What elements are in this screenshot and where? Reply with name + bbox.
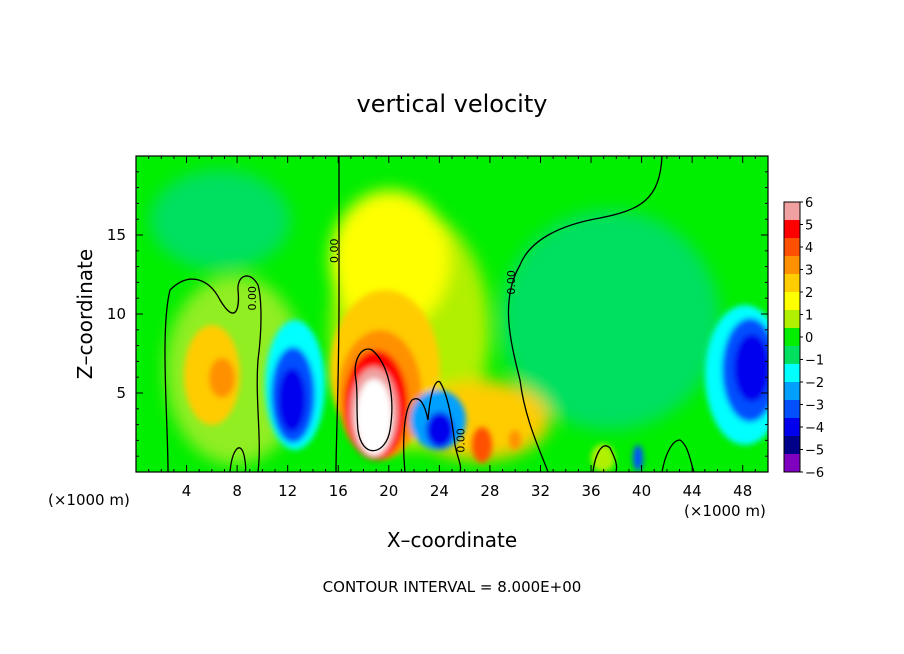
x-tick-label: 48 [733,482,752,500]
updraft-small [472,427,492,463]
x-tick-label: 44 [683,482,702,500]
colorbar-segment [784,292,800,311]
colorbar-tick-label: −4 [805,421,824,436]
x-unit-left: (×1000 m) [48,491,130,509]
colorbar-tick-label: 3 [805,264,813,279]
colorbar-segment [784,256,800,275]
colorbar-tick-label: 0 [805,331,813,346]
y-tick-label: 15 [107,226,126,244]
heatmap-weak-region [500,210,720,430]
downdraft-center-core [426,412,454,448]
x-tick-label: 12 [278,482,297,500]
contour-labels: 0.00 0.00 0.00 0.00 [246,239,518,453]
updraft-small [509,430,521,450]
colorbar-tick-label: −5 [805,444,824,459]
colorbar-segment [784,436,800,455]
x-axis: 4 8 12 16 20 24 28 32 36 40 44 48 [148,156,756,500]
colorbar-segment [784,382,800,401]
contour-label: 0.00 [328,239,341,263]
colorbar: 6 5 4 3 2 1 0 −1 −2 −3 −4 −5 −6 [783,196,824,481]
contour-line [229,447,247,472]
colorbar-segment [784,400,800,419]
colorbar-segment [784,220,800,239]
colorbar-tick-label: −6 [805,466,824,481]
updraft-core [356,379,392,455]
colorbar-segment [784,238,800,257]
colorbar-segment [784,328,800,347]
heatmap-weak-region [150,170,290,270]
contour-line [403,380,462,472]
contour-line [661,439,695,472]
x-tick-label: 20 [379,482,398,500]
colorbar-tick-label: −2 [805,376,824,391]
heatmap-weak-region [330,190,450,330]
contour-line [592,445,618,472]
colorbar-tick-label: 5 [805,219,813,234]
x-tick-label: 36 [581,482,600,500]
x-tick-label: 28 [480,482,499,500]
updraft-small [591,444,615,472]
x-tick-label: 4 [182,482,192,500]
x-unit-right: (×1000 m) [684,502,766,520]
colorbar-segment [784,364,800,383]
x-tick-label: 32 [531,482,550,500]
downdraft-left-core [278,368,306,432]
contour-interval-footer: CONTOUR INTERVAL = 8.000E+00 [323,578,582,596]
x-tick-label: 16 [329,482,348,500]
colorbar-tick-label: 2 [805,286,813,301]
colorbar-segment [784,418,800,437]
colorbar-segment [784,310,800,329]
colorbar-segment [784,202,800,221]
contour-line [354,348,393,452]
x-tick-label: 24 [430,482,449,500]
y-tick-label: 5 [116,384,126,402]
downdraft-small [633,445,643,471]
contour-line [507,156,663,472]
colorbar-tick-label: −3 [805,399,824,414]
contour-line [335,156,340,472]
colorbar-tick-label: 1 [805,309,813,324]
colorbar-segment [784,274,800,293]
colorbar-tick-label: 4 [805,241,813,256]
y-axis: 5 10 15 [107,171,768,457]
colorbar-tick-label: −1 [805,354,824,369]
contour-label: 0.00 [505,270,518,295]
colorbar-segment [784,454,800,473]
chart-title: vertical velocity [357,90,548,118]
colorbar-tick-label: 6 [805,196,813,211]
updraft-left-core [209,358,235,398]
x-tick-label: 40 [632,482,651,500]
contour-label: 0.00 [246,286,259,311]
heatmap-field: 0.00 0.00 0.00 0.00 [136,156,768,472]
x-axis-label: X–coordinate [387,528,517,552]
y-axis-label: Z–coordinate [73,249,97,379]
contour-line [164,275,262,472]
contours [164,156,695,472]
contour-label: 0.00 [455,428,468,453]
downdraft-right-core [734,334,768,402]
x-tick-label: 8 [232,482,242,500]
colorbar-segment [784,346,800,365]
y-tick-label: 10 [107,305,126,323]
